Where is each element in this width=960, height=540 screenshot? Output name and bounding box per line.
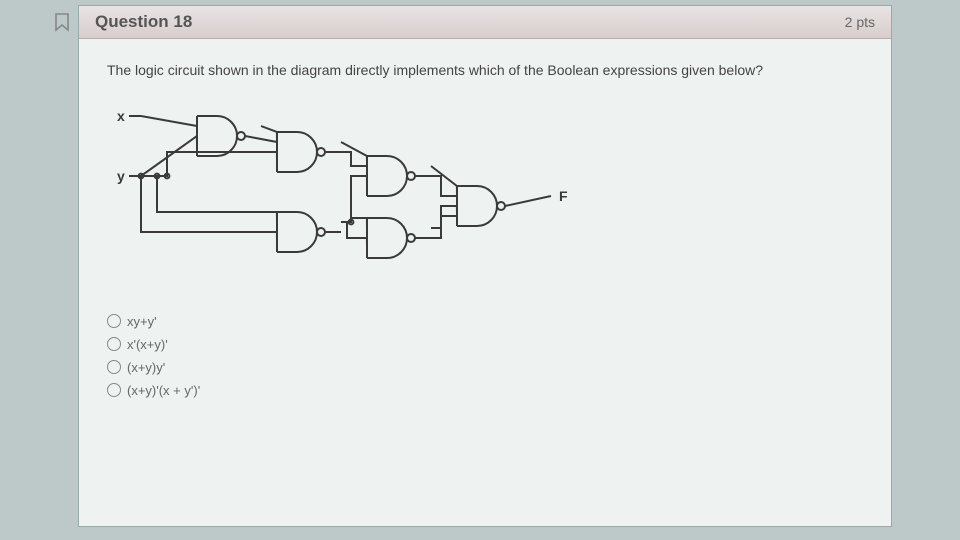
question-prompt: The logic circuit shown in the diagram d…	[107, 61, 863, 80]
question-card: Question 18 2 pts The logic circuit show…	[78, 5, 892, 527]
answer-option[interactable]: xy+y'	[107, 314, 863, 329]
radio-icon[interactable]	[107, 360, 121, 374]
svg-text:F: F	[559, 188, 568, 204]
question-title: Question 18	[95, 12, 192, 32]
answer-option-label: xy+y'	[127, 314, 157, 329]
svg-text:x: x	[117, 108, 125, 124]
question-points: 2 pts	[845, 14, 875, 30]
answer-option-label: (x+y)y'	[127, 360, 165, 375]
answer-options: xy+y' x'(x+y)' (x+y)y' (x+y)'(x + y')'	[107, 314, 863, 398]
radio-icon[interactable]	[107, 383, 121, 397]
answer-option[interactable]: x'(x+y)'	[107, 337, 863, 352]
radio-icon[interactable]	[107, 314, 121, 328]
answer-option[interactable]: (x+y)'(x + y')'	[107, 383, 863, 398]
svg-text:y: y	[117, 168, 125, 184]
radio-icon[interactable]	[107, 337, 121, 351]
answer-option-label: (x+y)'(x + y')'	[127, 383, 200, 398]
bookmark-icon[interactable]	[54, 12, 72, 34]
logic-circuit-diagram: x y F	[107, 86, 587, 306]
question-header: Question 18 2 pts	[79, 6, 891, 39]
answer-option[interactable]: (x+y)y'	[107, 360, 863, 375]
answer-option-label: x'(x+y)'	[127, 337, 168, 352]
